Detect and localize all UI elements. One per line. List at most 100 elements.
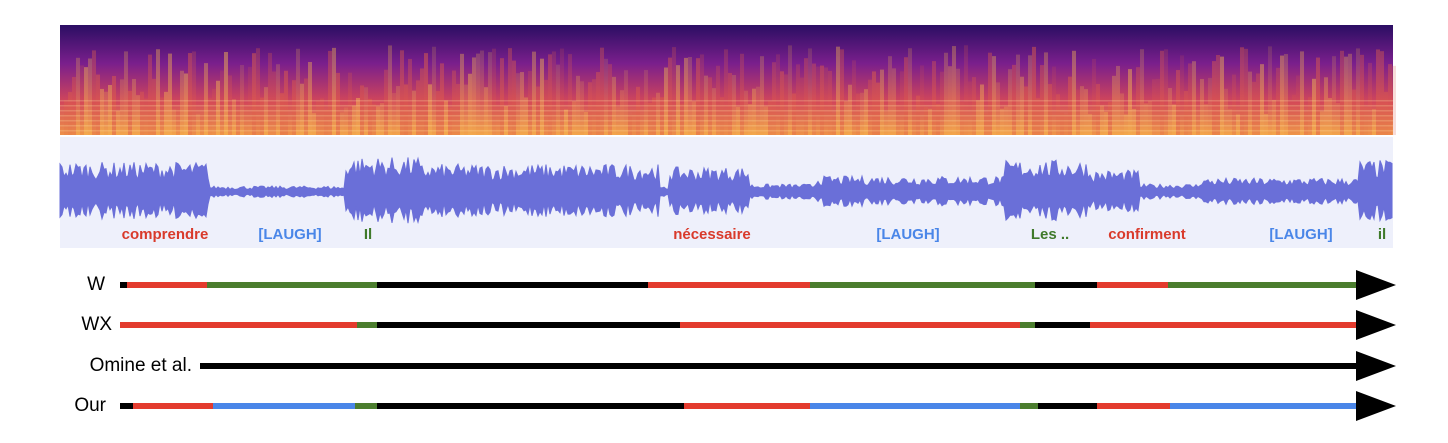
segment (120, 403, 133, 409)
spectrogram-column (1248, 71, 1252, 135)
spectrogram-column (1388, 64, 1392, 135)
spectrogram-column (440, 63, 444, 135)
spectrogram-column (752, 88, 756, 135)
spectrogram-column (656, 92, 660, 135)
spectrogram-column (584, 111, 588, 135)
row-label: WX (81, 314, 112, 335)
spectrogram-column (1172, 104, 1176, 135)
spectrogram-column (1020, 76, 1024, 135)
word-label: [LAUGH] (876, 226, 939, 243)
spectrogram-column (460, 53, 464, 136)
spectrogram-column (640, 114, 644, 135)
spectrogram-column (572, 101, 576, 135)
spectrogram-column (1236, 114, 1240, 135)
word-label: Les .. (1031, 226, 1069, 243)
spectrogram-column (1164, 49, 1168, 135)
spectrogram-column (720, 97, 724, 135)
spectrogram-column (384, 69, 388, 135)
spectrogram-column (1208, 77, 1212, 135)
spectrogram-column (764, 106, 768, 135)
word-labels: comprendre [LAUGH] Il nécessaire [LAUGH] Les … (122, 226, 1387, 243)
spectrogram-column (1192, 61, 1196, 136)
word-label: il (1378, 226, 1386, 243)
segment (648, 282, 810, 288)
spectrogram-column (1372, 109, 1376, 135)
spectrogram-harmonic (60, 105, 1393, 107)
spectrogram-column (972, 77, 976, 135)
spectrogram-column (824, 67, 828, 135)
spectrogram-column (784, 74, 788, 135)
spectrogram-column (1016, 54, 1020, 136)
waveform (59, 156, 1393, 224)
spectrogram (60, 25, 1396, 136)
spectrogram-column (576, 75, 580, 135)
spectrogram-column (348, 72, 352, 135)
spectrogram-column (200, 114, 204, 135)
spectrogram-column (1068, 76, 1072, 135)
spectrogram-column (1356, 48, 1360, 136)
spectrogram-column (1256, 73, 1260, 135)
spectrogram-harmonic (60, 115, 1393, 117)
segment (1035, 282, 1097, 288)
spectrogram-column (1244, 48, 1248, 136)
spectrogram-column (1392, 65, 1396, 135)
spectrogram-column (168, 53, 172, 135)
spectrogram-column (296, 48, 300, 135)
spectrogram-column (420, 68, 424, 135)
word-label: nécessaire (673, 226, 751, 243)
spectrogram-column (904, 57, 908, 135)
spectrogram-column (632, 111, 636, 135)
spectrogram-column (932, 61, 936, 135)
spectrogram-harmonic (60, 110, 1393, 112)
spectrogram-column (444, 100, 448, 135)
spectrogram-column (1312, 78, 1316, 135)
spectrogram-column (788, 45, 792, 135)
segment (377, 403, 684, 409)
spectrogram-column (868, 79, 872, 135)
spectrogram-column (1204, 104, 1208, 135)
spectrogram-column (228, 75, 232, 135)
spectrogram-column (756, 86, 760, 135)
spectrogram-column (676, 65, 680, 135)
spectrogram-column (392, 92, 396, 135)
spectrogram-column (336, 72, 340, 135)
segment (355, 403, 377, 409)
spectrogram-column (588, 82, 592, 135)
spectrogram-column (60, 114, 64, 135)
spectrogram-column (636, 86, 640, 135)
spectrogram-column (104, 91, 108, 135)
spectrogram-column (360, 85, 364, 135)
segment (810, 282, 1035, 288)
spectrogram-column (244, 107, 248, 135)
spectrogram-column (68, 91, 72, 135)
spectrogram-column (1352, 89, 1356, 135)
spectrogram-column (892, 68, 896, 135)
spectrogram-column (428, 84, 432, 135)
spectrogram-column (980, 84, 984, 135)
spectrogram-column (648, 102, 652, 135)
spectrogram-column (1276, 67, 1280, 135)
spectrogram-column (236, 111, 240, 135)
spectrogram-column (300, 83, 304, 135)
spectrogram-column (1092, 58, 1096, 135)
spectrogram-column (172, 109, 176, 135)
spectrogram-column (832, 113, 836, 135)
spectrogram-column (688, 56, 692, 135)
spectrogram-column (1264, 114, 1268, 135)
spectrogram-harmonic (60, 130, 1393, 132)
spectrogram-column (1284, 54, 1288, 135)
spectrogram-column (872, 71, 876, 135)
spectrogram-column (1120, 93, 1124, 135)
spectrogram-column (252, 53, 256, 135)
spectrogram-column (500, 58, 504, 135)
spectrogram-column (600, 47, 604, 135)
spectrogram-column (1004, 106, 1008, 135)
spectrogram-column (240, 65, 244, 135)
spectrogram-column (1160, 50, 1164, 135)
spectrogram-column (528, 70, 532, 135)
spectrogram-column (852, 60, 856, 136)
spectrogram-column (1240, 47, 1244, 135)
spectrogram-column (88, 58, 92, 135)
spectrogram-column (548, 54, 552, 135)
spectrogram-column (156, 49, 160, 135)
